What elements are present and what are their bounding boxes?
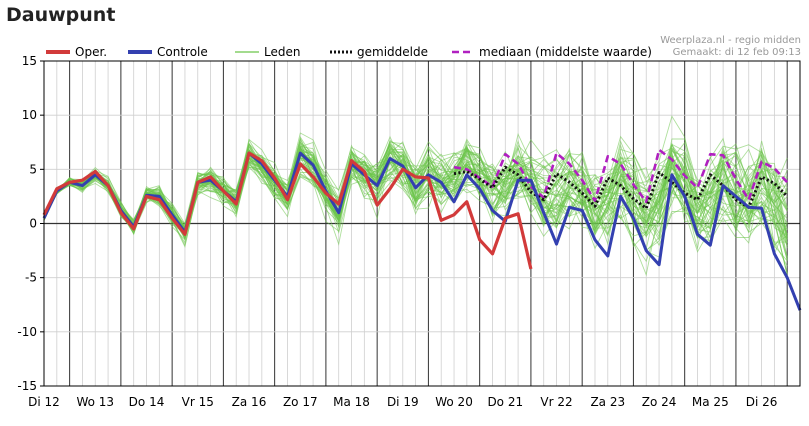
x-day-label: Zo 17 <box>283 395 318 409</box>
y-tick-label: -5 <box>25 271 37 285</box>
x-day-label: Do 21 <box>487 395 523 409</box>
x-day-label: Ma 25 <box>692 395 729 409</box>
y-tick-label: 15 <box>22 54 37 68</box>
x-day-label: Ma 18 <box>333 395 370 409</box>
x-day-label: Vr 22 <box>540 395 572 409</box>
x-day-label: Di 12 <box>28 395 60 409</box>
y-axis-ticks: 15 10 5 0 -5 -10 -15 <box>17 54 44 393</box>
generated-timestamp: Gemaakt: di 12 feb 09:13 <box>672 47 801 58</box>
x-day-label: Vr 15 <box>182 395 214 409</box>
legend-label: mediaan (middelste waarde) <box>479 45 652 59</box>
x-day-label: Di 26 <box>746 395 778 409</box>
source-credit: Weerplaza.nl - regio midden <box>660 35 801 46</box>
legend-label: gemiddelde <box>357 45 428 59</box>
y-tick-label: 5 <box>29 162 37 176</box>
x-day-label: Do 14 <box>129 395 165 409</box>
y-tick-label: -15 <box>17 379 37 393</box>
series-lines <box>42 148 802 311</box>
y-tick-label: 0 <box>29 217 37 231</box>
y-tick-label: -10 <box>17 325 37 339</box>
ensemble-member-line <box>43 137 788 275</box>
x-axis-ticks: Di 12 Wo 13 Do 14 Vr 15 Za 16 Zo 17 Ma 18 Di 19… <box>28 395 777 409</box>
x-day-label: Wo 13 <box>76 395 114 409</box>
series-gemiddelde-line <box>453 165 789 210</box>
legend-label: Leden <box>264 45 300 59</box>
x-day-label: Zo 24 <box>642 395 677 409</box>
legend-label: Oper. <box>75 45 107 59</box>
legend-label: Controle <box>157 45 208 59</box>
x-day-label: Za 23 <box>590 395 625 409</box>
x-day-label: Di 19 <box>387 395 419 409</box>
chart-title: Dauwpunt <box>6 4 116 26</box>
series-controle-line <box>42 151 802 311</box>
legend: Oper. Controle Leden gemiddelde mediaan (mid… <box>46 45 652 59</box>
grid-lines <box>44 60 800 387</box>
y-tick-label: 10 <box>22 108 37 122</box>
x-day-label: Wo 20 <box>435 395 473 409</box>
series-oper-line <box>42 151 533 270</box>
x-day-label: Za 16 <box>232 395 267 409</box>
